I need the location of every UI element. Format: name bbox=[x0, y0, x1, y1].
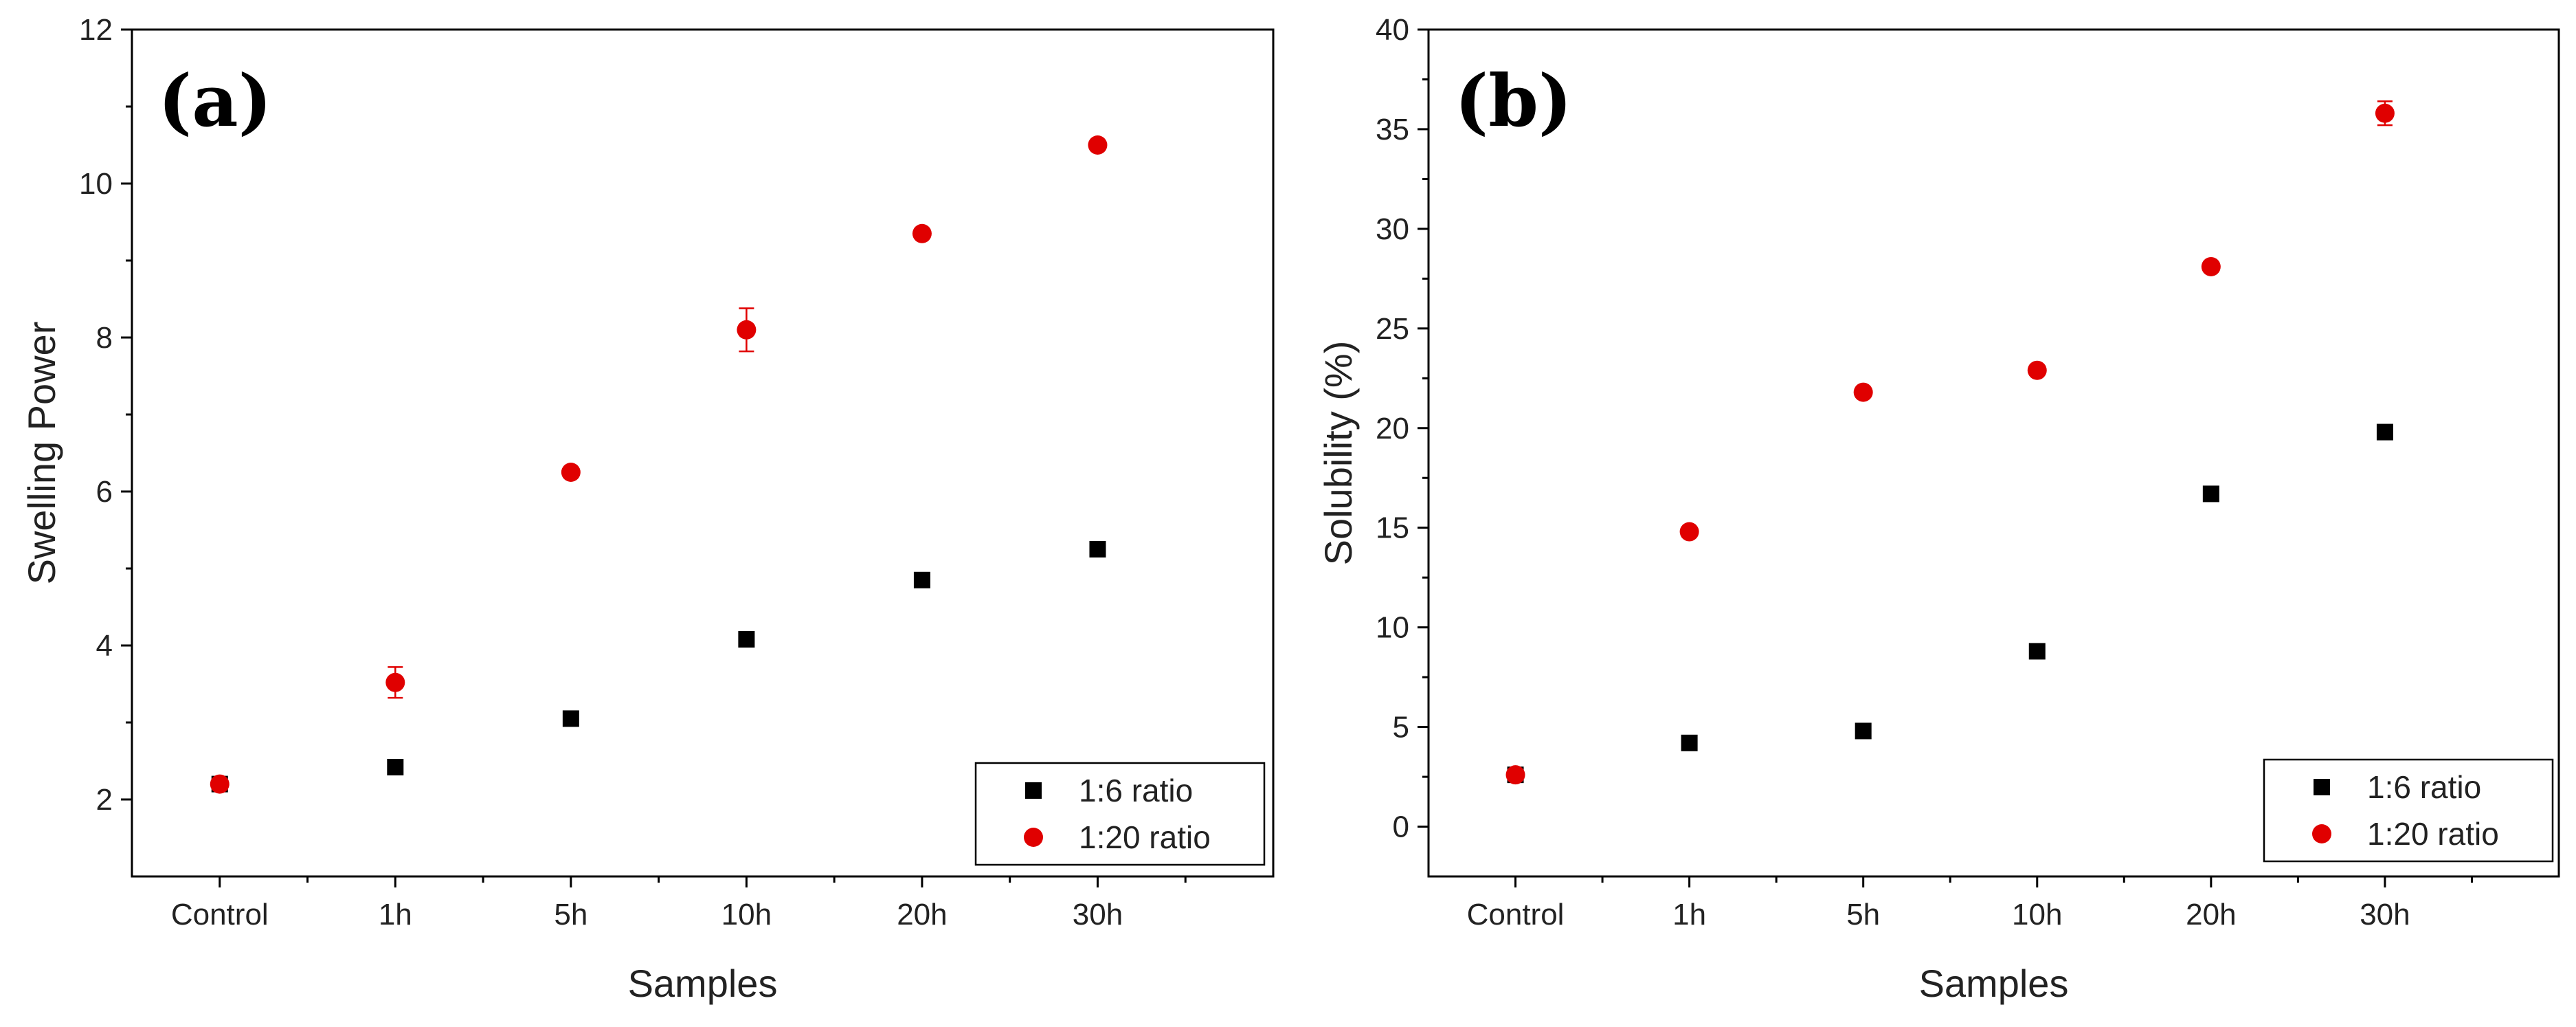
y-tick-label: 6 bbox=[96, 475, 113, 509]
y-tick-label: 12 bbox=[79, 13, 113, 47]
x-tick-label: 30h bbox=[1073, 898, 1123, 931]
data-point-square bbox=[738, 631, 755, 648]
data-point-square bbox=[2202, 485, 2219, 503]
y-tick-label: 10 bbox=[1376, 611, 1409, 645]
y-tick-label: 10 bbox=[79, 167, 113, 201]
panel-label: (a) bbox=[158, 58, 272, 143]
y-tick-label: 30 bbox=[1376, 212, 1409, 246]
chart-panel-b: Control 1h 5h 10h 20h 30h 0 5 10 15 20 25 30 35 40 Samp… bbox=[1317, 13, 2560, 1005]
legend-label: 1:20 ratio bbox=[1079, 819, 1211, 855]
x-tick-label: 10h bbox=[721, 898, 772, 931]
x-tick-label: 1h bbox=[379, 898, 412, 931]
y-tick-label: 0 bbox=[1393, 810, 1409, 844]
x-tick-label: 5h bbox=[554, 898, 587, 931]
y-tick-label: 40 bbox=[1376, 13, 1409, 47]
x-tick-label: 20h bbox=[2186, 898, 2236, 931]
data-point-circle bbox=[2201, 256, 2221, 276]
data-point-circle bbox=[210, 774, 229, 794]
data-point-square bbox=[2376, 423, 2393, 441]
data-point-circle bbox=[737, 320, 757, 340]
series-0 bbox=[1507, 423, 2393, 784]
plot-frame bbox=[131, 28, 1275, 878]
y-axis-title: Swelling Power bbox=[20, 322, 63, 585]
data-point-circle bbox=[1679, 522, 1699, 542]
y-tick-label: 2 bbox=[96, 783, 113, 817]
plot-frame bbox=[1427, 28, 2560, 878]
series-1 bbox=[1505, 100, 2395, 785]
legend-box bbox=[974, 762, 1266, 866]
y-tick-label: 35 bbox=[1376, 113, 1409, 146]
x-axis-title: Samples bbox=[1919, 962, 2069, 1005]
x-axis-title: Samples bbox=[628, 962, 778, 1005]
x-tick-label: 10h bbox=[2012, 898, 2062, 931]
y-tick-label: 4 bbox=[96, 629, 113, 663]
y-tick-label: 20 bbox=[1376, 412, 1409, 445]
data-point-circle bbox=[385, 672, 405, 692]
legend-marker-square bbox=[2314, 779, 2330, 795]
data-point-square bbox=[1089, 541, 1106, 557]
legend-label: 1:6 ratio bbox=[1079, 773, 1193, 808]
data-point-circle bbox=[561, 463, 581, 482]
data-point-circle bbox=[1505, 765, 1525, 785]
y-tick-label: 5 bbox=[1393, 711, 1409, 744]
data-point-square bbox=[1681, 734, 1698, 751]
legend: 1:6 ratio 1:20 ratio bbox=[2263, 758, 2554, 863]
data-point-circle bbox=[2027, 360, 2047, 380]
data-point-circle bbox=[1088, 135, 1108, 155]
legend-label: 1:20 ratio bbox=[2367, 816, 2499, 852]
legend-marker-circle bbox=[2312, 824, 2331, 843]
legend-label: 1:6 ratio bbox=[2367, 769, 2481, 805]
x-tick-label: 20h bbox=[897, 898, 947, 931]
chart-panel-a: Control 1h 5h 10h 20h 30h 2 4 6 8 10 12 Samples Swell… bbox=[20, 13, 1275, 1005]
data-point-square bbox=[1855, 722, 1872, 740]
series-1 bbox=[210, 135, 1108, 794]
x-tick-label: 1h bbox=[1672, 898, 1706, 931]
data-point-circle bbox=[2375, 103, 2395, 123]
data-point-square bbox=[913, 571, 930, 588]
x-tick-label: Control bbox=[171, 898, 269, 931]
data-point-square bbox=[387, 758, 404, 775]
y-tick-label: 15 bbox=[1376, 511, 1409, 545]
y-axis-title: Solubility (%) bbox=[1317, 341, 1360, 566]
legend-box bbox=[2263, 758, 2554, 863]
x-tick-label: Control bbox=[1467, 898, 1565, 931]
x-tick-label: 30h bbox=[2360, 898, 2410, 931]
legend-marker-square bbox=[1025, 782, 1042, 799]
series-0 bbox=[211, 541, 1106, 793]
data-point-circle bbox=[1853, 382, 1873, 402]
legend-marker-circle bbox=[1024, 828, 1043, 847]
y-tick-label: 8 bbox=[96, 321, 113, 355]
y-tick-label: 25 bbox=[1376, 312, 1409, 346]
panel-label: (b) bbox=[1455, 58, 1572, 143]
data-point-square bbox=[2028, 643, 2046, 660]
legend: 1:6 ratio 1:20 ratio bbox=[974, 762, 1266, 866]
data-point-circle bbox=[912, 223, 932, 243]
x-tick-label: 5h bbox=[1846, 898, 1880, 931]
data-point-square bbox=[562, 710, 579, 727]
